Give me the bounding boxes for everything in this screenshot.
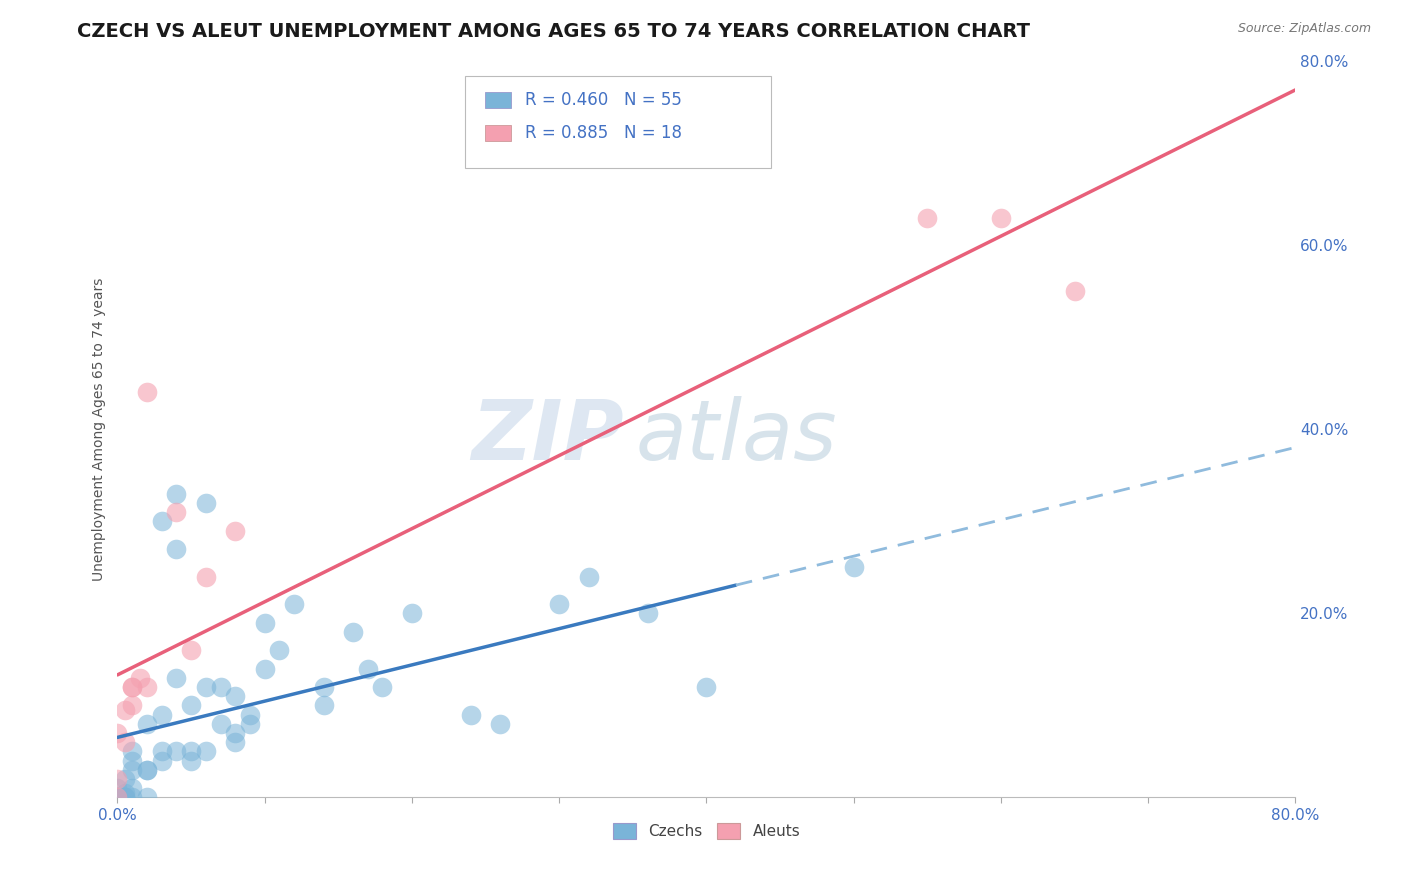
Point <box>114 790 136 805</box>
FancyBboxPatch shape <box>485 125 510 142</box>
Point <box>114 790 136 805</box>
Point <box>107 790 129 805</box>
Point <box>180 643 202 657</box>
Point <box>224 726 246 740</box>
Point <box>312 698 335 713</box>
Point <box>917 211 939 225</box>
Point <box>990 211 1012 225</box>
Point <box>180 698 202 713</box>
Point <box>180 754 202 768</box>
Point <box>150 744 173 758</box>
Point <box>107 772 129 786</box>
Point <box>165 505 187 519</box>
Y-axis label: Unemployment Among Ages 65 to 74 years: Unemployment Among Ages 65 to 74 years <box>93 277 107 581</box>
Point <box>269 643 291 657</box>
Point <box>239 707 262 722</box>
Point <box>150 514 173 528</box>
Point <box>135 385 157 400</box>
Point <box>114 703 136 717</box>
Point <box>224 524 246 538</box>
Point <box>165 541 187 556</box>
Point <box>107 790 129 805</box>
Point <box>121 754 143 768</box>
Point <box>121 680 143 694</box>
Text: atlas: atlas <box>636 396 838 477</box>
Point <box>121 781 143 796</box>
Point <box>107 790 129 805</box>
Point <box>165 671 187 685</box>
Point <box>312 680 335 694</box>
Point <box>253 662 276 676</box>
Text: R = 0.460   N = 55: R = 0.460 N = 55 <box>524 91 682 109</box>
Point <box>165 486 187 500</box>
Point <box>194 744 217 758</box>
Text: Source: ZipAtlas.com: Source: ZipAtlas.com <box>1237 22 1371 36</box>
Point <box>489 716 512 731</box>
Point <box>1063 284 1085 298</box>
Point <box>135 763 157 777</box>
Point <box>114 735 136 749</box>
Point <box>135 790 157 805</box>
Point <box>578 569 600 583</box>
Point <box>194 496 217 510</box>
Point <box>121 763 143 777</box>
Point <box>121 744 143 758</box>
FancyBboxPatch shape <box>485 92 510 108</box>
Point <box>194 569 217 583</box>
Point <box>107 726 129 740</box>
Point <box>637 607 659 621</box>
Point <box>150 707 173 722</box>
Point <box>150 754 173 768</box>
Point <box>135 716 157 731</box>
Point <box>209 716 232 731</box>
Point <box>357 662 380 676</box>
Point <box>224 689 246 703</box>
Point <box>114 772 136 786</box>
Point <box>121 698 143 713</box>
Point <box>121 790 143 805</box>
FancyBboxPatch shape <box>465 76 772 168</box>
Point <box>128 671 150 685</box>
Point <box>283 597 305 611</box>
Point <box>842 560 865 574</box>
Point <box>253 615 276 630</box>
Point <box>224 735 246 749</box>
Legend: Czechs, Aleuts: Czechs, Aleuts <box>606 817 806 845</box>
Point <box>135 680 157 694</box>
Point <box>371 680 394 694</box>
Point <box>165 744 187 758</box>
Point <box>180 744 202 758</box>
Point <box>342 624 364 639</box>
Text: CZECH VS ALEUT UNEMPLOYMENT AMONG AGES 65 TO 74 YEARS CORRELATION CHART: CZECH VS ALEUT UNEMPLOYMENT AMONG AGES 6… <box>77 22 1031 41</box>
Point <box>209 680 232 694</box>
Text: ZIP: ZIP <box>471 396 624 477</box>
Point <box>239 716 262 731</box>
Point <box>107 790 129 805</box>
Point <box>460 707 482 722</box>
Point <box>695 680 717 694</box>
Point <box>121 680 143 694</box>
Point <box>107 781 129 796</box>
Point <box>135 763 157 777</box>
Point <box>114 786 136 800</box>
Point <box>401 607 423 621</box>
Point <box>194 680 217 694</box>
Point <box>548 597 571 611</box>
Text: R = 0.885   N = 18: R = 0.885 N = 18 <box>524 124 682 143</box>
